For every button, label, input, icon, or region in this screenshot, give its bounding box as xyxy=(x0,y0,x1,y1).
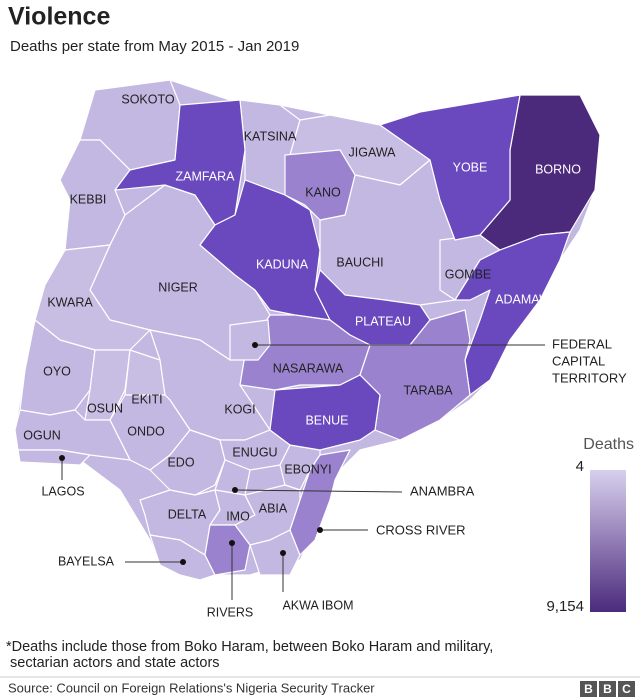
callout-dot xyxy=(232,487,238,493)
legend-min: 4 xyxy=(576,458,584,475)
logo: B B C xyxy=(580,681,635,697)
state-label: EKITI xyxy=(131,392,162,406)
footnote: *Deaths include those from Boko Haram, b… xyxy=(6,639,493,655)
state-label: ENUGU xyxy=(232,445,277,459)
state-label: OGUN xyxy=(23,428,61,442)
logo-letter: B xyxy=(584,682,593,696)
state-label: GOMBE xyxy=(445,267,492,281)
state-label: KEBBI xyxy=(70,192,107,206)
state-label: YOBE xyxy=(453,160,488,174)
logo-box xyxy=(618,681,635,697)
state-label: AKWA IBOM xyxy=(282,598,353,612)
state-label: RIVERS xyxy=(207,605,254,619)
state-label: NIGER xyxy=(158,280,198,294)
state-label: TERRITORY xyxy=(552,370,627,385)
state-label: FEDERAL xyxy=(552,336,612,351)
state-label: KADUNA xyxy=(256,257,309,271)
state-label: NASARAWA xyxy=(273,361,344,375)
state-shape xyxy=(204,524,251,576)
state-label: ZAMFARA xyxy=(175,169,235,183)
state-label: CROSS RIVER xyxy=(376,522,466,537)
state-label: ANAMBRA xyxy=(410,483,475,498)
logo-box xyxy=(599,681,616,697)
callout-dot xyxy=(180,559,186,565)
legend-max: 9,154 xyxy=(546,598,584,615)
state-label: SOKOTO xyxy=(121,92,175,106)
state-label: OYO xyxy=(43,364,71,378)
state-label: DELTA xyxy=(168,507,207,521)
state-label: KANO xyxy=(305,185,341,199)
legend-title: Deaths xyxy=(583,436,634,453)
callouts xyxy=(59,342,545,600)
state-shape xyxy=(284,149,356,221)
state-label: OSUN xyxy=(87,401,123,415)
map xyxy=(14,79,601,581)
state-shape xyxy=(149,534,216,581)
callout-dot xyxy=(252,342,258,348)
state-shape xyxy=(379,94,521,241)
state-shape xyxy=(17,449,91,466)
subtitle: Deaths per state from May 2015 - Jan 201… xyxy=(10,38,299,55)
callout-line xyxy=(234,489,403,493)
state-label: BAUCHI xyxy=(336,255,383,269)
state-label: ONDO xyxy=(127,424,165,438)
logo-box xyxy=(580,681,597,697)
state-label: BENUE xyxy=(305,413,348,427)
state-label: TARABA xyxy=(403,383,453,397)
legend-gradient xyxy=(590,470,626,612)
state-shape xyxy=(114,99,246,226)
state-shape xyxy=(289,449,351,556)
state-shape xyxy=(14,409,131,461)
state-label: LAGOS xyxy=(41,484,84,498)
state-label: EBONYI xyxy=(284,462,331,476)
callout-dot xyxy=(317,527,323,533)
legend: Deaths 4 9,154 xyxy=(546,436,634,615)
state-label: BORNO xyxy=(535,162,581,176)
state-labels: SOKOTO ZAMFARA KATSINA JIGAWA YOBE BORNO… xyxy=(23,92,627,619)
state-shape xyxy=(269,374,381,451)
state-label: KWARA xyxy=(47,295,93,309)
state-shape xyxy=(229,319,271,361)
state-label: KATSINA xyxy=(244,129,297,143)
state-label: BAYELSA xyxy=(58,554,115,568)
state-label: EDO xyxy=(167,455,194,469)
title: Violence xyxy=(8,3,110,31)
callout-dot xyxy=(280,550,286,556)
state-label: ADAMAWA xyxy=(495,292,559,306)
source: Source: Council on Foreign Relations's N… xyxy=(8,680,375,695)
state-label: ABIA xyxy=(259,501,288,515)
logo-letter: C xyxy=(622,682,631,696)
state-label: JIGAWA xyxy=(349,145,397,159)
logo-letter: B xyxy=(603,682,612,696)
callout-dot xyxy=(229,540,235,546)
state-label: KOGI xyxy=(224,402,255,416)
state-label: PLATEAU xyxy=(355,314,411,328)
state-label: IMO xyxy=(226,509,250,523)
footnote: sectarian actors and state actors xyxy=(10,655,220,671)
state-label: CAPITAL xyxy=(552,353,605,368)
callout-dot xyxy=(59,455,65,461)
